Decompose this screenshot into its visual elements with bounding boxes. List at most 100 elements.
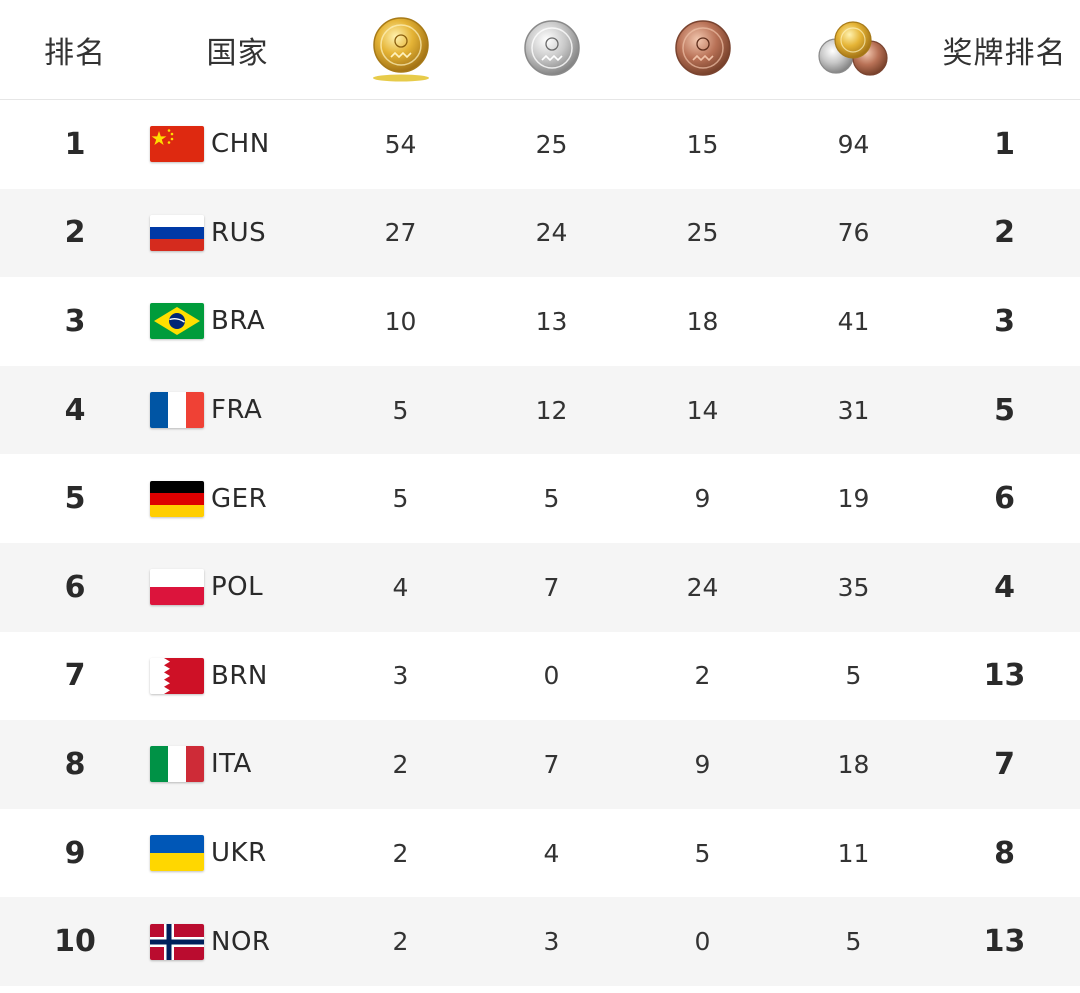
country-header: 国家: [206, 35, 269, 71]
country-cell: NOR: [150, 923, 325, 960]
bronze-header: [627, 18, 778, 82]
medal-rank-cell: 1: [994, 126, 1015, 162]
medal-rank-cell: 5: [994, 392, 1015, 428]
bronze-count: 9: [694, 484, 711, 514]
poland-flag-icon: [150, 569, 204, 606]
gold-count: 5: [392, 395, 409, 425]
bronze-count: 25: [686, 218, 719, 248]
table-row[interactable]: 7 BRN 3 0 2 5 13: [0, 632, 1080, 721]
rank-header: 排名: [44, 35, 106, 71]
norway-flag-icon: [150, 923, 204, 960]
germany-flag-icon: [150, 480, 204, 517]
table-row[interactable]: 6 POL 4 7 24 35 4: [0, 542, 1080, 632]
country-code: GER: [211, 483, 268, 514]
silver-count: 4: [543, 838, 560, 868]
rank-cell: 7: [64, 658, 86, 694]
rank-cell: 2: [64, 215, 86, 251]
total-count: 41: [837, 306, 870, 336]
gold-count: 2: [392, 838, 409, 868]
country-cell: RUS: [150, 214, 325, 251]
country-code: UKR: [211, 838, 267, 869]
total-count: 11: [837, 838, 870, 868]
bronze-count: 9: [694, 749, 711, 779]
gold-count: 4: [392, 572, 409, 602]
table-row[interactable]: 2 RUS 27 24 25 76 2: [0, 188, 1080, 278]
italy-flag-icon: [150, 746, 204, 783]
ukraine-flag-icon: [150, 835, 204, 872]
rank-cell: 8: [64, 746, 86, 782]
medal-stack-icon: [817, 20, 888, 76]
country-cell: GER: [150, 480, 325, 517]
gold-count: 54: [384, 129, 417, 159]
country-cell: POL: [150, 569, 325, 606]
country-cell: CHN: [150, 126, 325, 163]
silver-medal-icon: [523, 19, 580, 76]
silver-count: 12: [535, 395, 568, 425]
gold-count: 2: [392, 749, 409, 779]
table-row[interactable]: 5 GER 5 5 9 19 6: [0, 454, 1080, 543]
country-code: RUS: [211, 217, 267, 248]
bronze-count: 15: [686, 129, 719, 159]
medal-rank-cell: 6: [994, 481, 1015, 517]
gold-count: 2: [392, 927, 409, 957]
silver-header: [476, 18, 627, 82]
silver-count: 5: [543, 484, 560, 514]
rank-cell: 4: [64, 392, 86, 428]
country-cell: UKR: [150, 835, 325, 872]
country-cell: ITA: [150, 746, 325, 783]
silver-count: 24: [535, 218, 568, 248]
total-count: 35: [837, 572, 870, 602]
bronze-medal-icon: [674, 19, 731, 76]
bronze-count: 5: [694, 838, 711, 868]
gold-header: [325, 15, 476, 85]
table-row[interactable]: 10 NOR 2 3 0 5 13: [0, 897, 1080, 986]
gold-count: 10: [384, 306, 417, 336]
medal-rank-cell: 13: [983, 924, 1026, 960]
silver-count: 25: [535, 129, 568, 159]
gold-count: 5: [392, 484, 409, 514]
country-code: BRA: [211, 306, 266, 337]
bronze-count: 14: [686, 395, 719, 425]
silver-count: 13: [535, 306, 568, 336]
total-count: 19: [837, 484, 870, 514]
total-count: 5: [845, 927, 862, 957]
rank-cell: 9: [64, 835, 86, 871]
rank-cell: 3: [64, 303, 86, 339]
country-code: ITA: [211, 749, 252, 780]
medal-rank-cell: 4: [994, 569, 1015, 605]
medal-rank-cell: 3: [994, 303, 1015, 339]
medal-rank-cell: 8: [994, 835, 1015, 871]
total-count: 18: [837, 749, 870, 779]
table-row[interactable]: 1 CHN 54 25 15 94 1: [0, 100, 1080, 189]
country-cell: BRA: [150, 303, 325, 340]
rank-cell: 6: [64, 569, 86, 605]
total-count: 5: [845, 661, 862, 691]
country-code: BRN: [211, 660, 268, 691]
gold-medal-icon: [372, 16, 429, 81]
table-row[interactable]: 3 BRA 10 13 18 41 3: [0, 277, 1080, 366]
table-row[interactable]: 4 FRA 5 12 14 31 5: [0, 365, 1080, 455]
rank-cell: 5: [64, 481, 86, 517]
russia-flag-icon: [150, 214, 204, 251]
bronze-count: 0: [694, 927, 711, 957]
brazil-flag-icon: [150, 303, 204, 340]
country-code: NOR: [211, 926, 271, 957]
rank-cell: 1: [64, 126, 86, 162]
china-flag-icon: [150, 126, 204, 163]
total-count: 31: [837, 395, 870, 425]
total-count: 76: [837, 218, 870, 248]
bahrain-flag-icon: [150, 657, 204, 694]
country-cell: FRA: [150, 392, 325, 429]
country-code: FRA: [211, 395, 263, 426]
table-row[interactable]: 8 ITA 2 7 9 18 7: [0, 720, 1080, 809]
total-count: 94: [837, 129, 870, 159]
table-row[interactable]: 9 UKR 2 4 5 11 8: [0, 809, 1080, 898]
silver-count: 7: [543, 572, 560, 602]
medal-rank-cell: 13: [983, 658, 1026, 694]
country-code: POL: [211, 572, 264, 603]
total-header: [778, 18, 929, 82]
table-header: 排名 国家: [0, 0, 1080, 100]
silver-count: 3: [543, 927, 560, 957]
gold-count: 27: [384, 218, 417, 248]
